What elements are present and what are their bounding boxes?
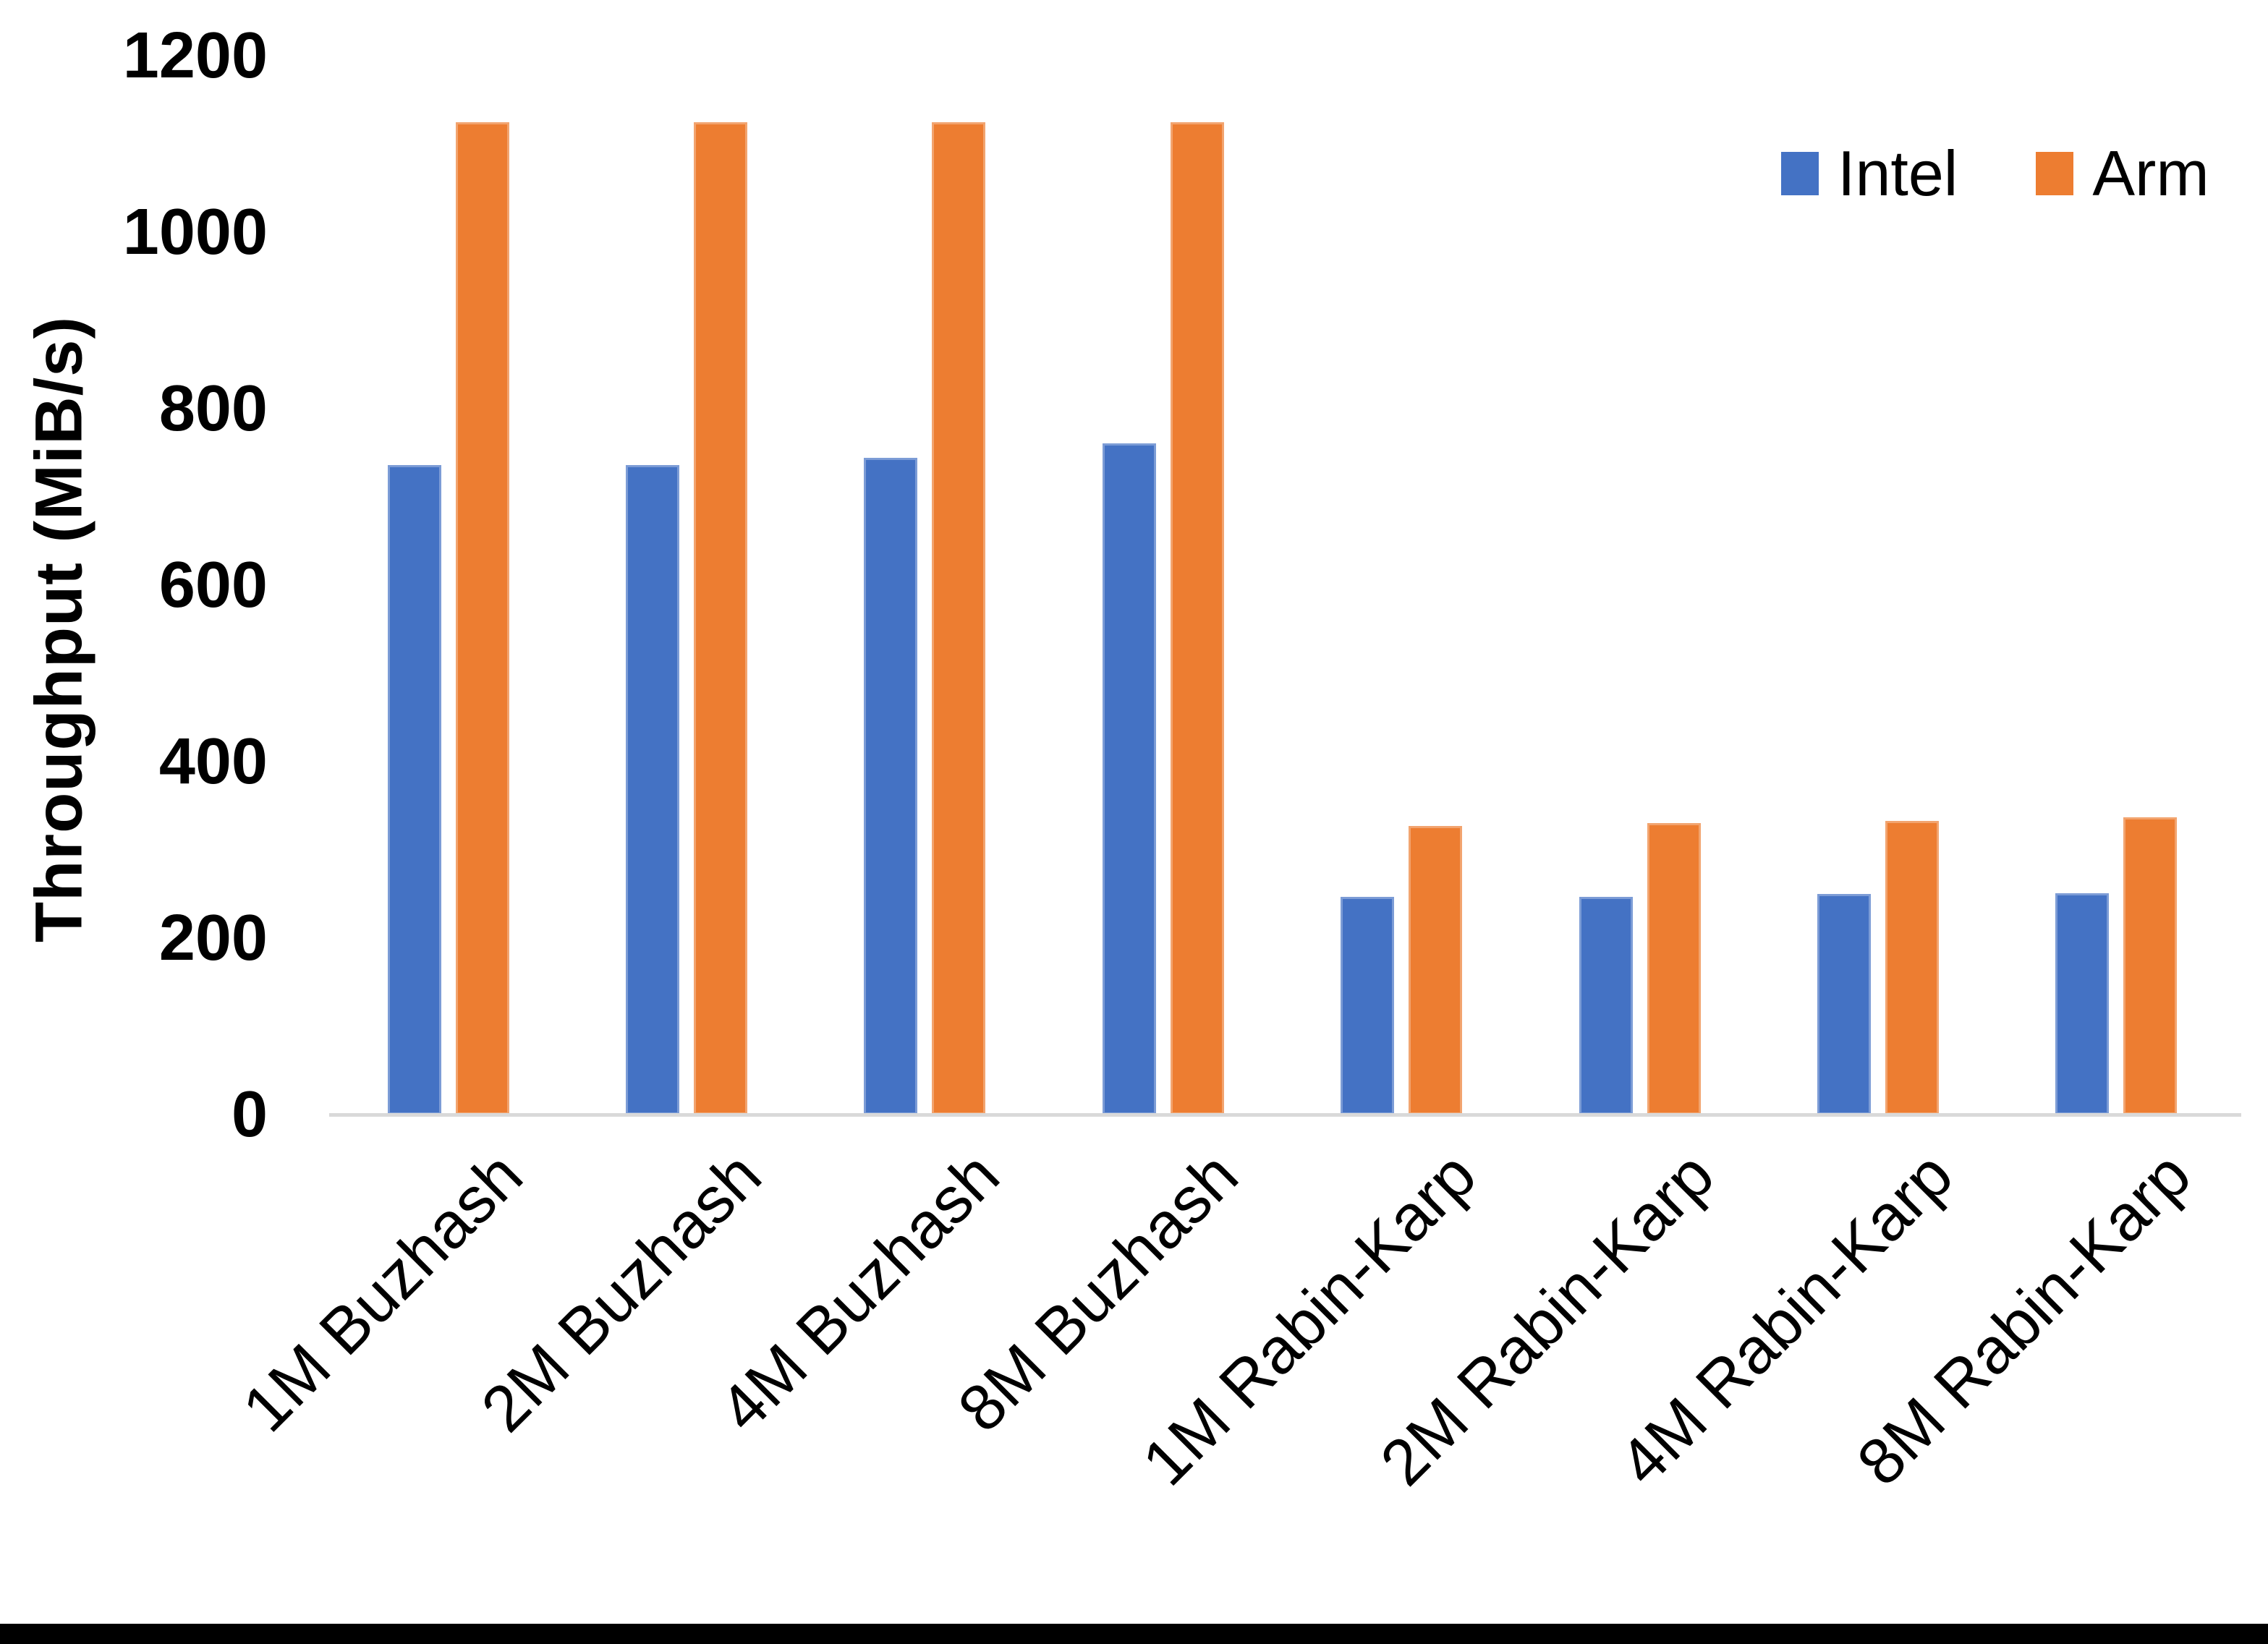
legend-swatch-icon bbox=[2036, 152, 2074, 195]
bar-intel-7 bbox=[1817, 894, 1871, 1115]
legend-item-arm: Arm bbox=[2036, 142, 2209, 205]
bar-arm-2 bbox=[694, 122, 748, 1115]
y-tick-label: 1000 bbox=[122, 196, 268, 268]
bar-intel-6 bbox=[1579, 896, 1633, 1115]
bar-intel-3 bbox=[864, 458, 918, 1115]
bar-arm-3 bbox=[932, 122, 986, 1115]
legend-label: Intel bbox=[1838, 137, 1958, 209]
legend-item-intel: Intel bbox=[1781, 142, 1958, 205]
bar-intel-5 bbox=[1341, 896, 1395, 1115]
y-tick-label: 200 bbox=[158, 902, 268, 974]
legend-swatch-icon bbox=[1781, 152, 1819, 195]
y-tick-label: 800 bbox=[158, 372, 268, 445]
bar-intel-8 bbox=[2055, 893, 2110, 1115]
bar-intel-2 bbox=[626, 465, 680, 1115]
y-tick-label: 600 bbox=[158, 549, 268, 621]
bar-arm-6 bbox=[1647, 823, 1701, 1115]
y-tick-label: 400 bbox=[158, 725, 268, 798]
legend: Intel Arm bbox=[1781, 142, 2209, 205]
bar-arm-5 bbox=[1409, 826, 1463, 1115]
bottom-border-bar bbox=[0, 1624, 2268, 1644]
bar-arm-7 bbox=[1885, 820, 1939, 1115]
legend-label: Arm bbox=[2092, 137, 2209, 209]
y-tick-label: 1200 bbox=[122, 20, 268, 92]
x-axis-line bbox=[329, 1113, 2241, 1117]
bar-arm-1 bbox=[455, 122, 509, 1115]
plot-area bbox=[329, 56, 2241, 1117]
bar-arm-4 bbox=[1170, 122, 1224, 1115]
y-tick-label: 0 bbox=[231, 1078, 268, 1151]
bar-arm-8 bbox=[2123, 817, 2178, 1115]
bar-intel-4 bbox=[1102, 443, 1156, 1115]
bar-intel-1 bbox=[387, 465, 441, 1115]
